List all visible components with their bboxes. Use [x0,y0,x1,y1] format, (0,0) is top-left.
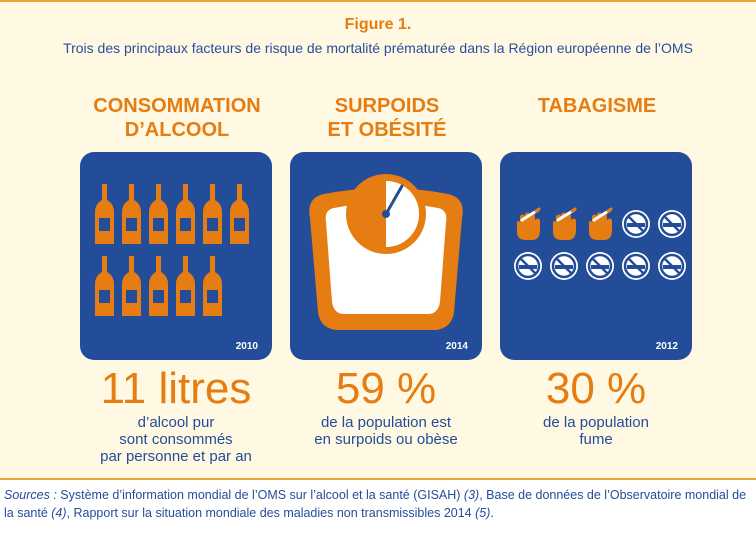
alcohol-bottle-icon [176,256,195,316]
no-smoking-icon [658,252,686,280]
sources-ref-3: (5) [475,506,491,520]
sources-ref-1: (3) [463,488,480,502]
smoking-year: 2012 [655,341,678,352]
smoking-column: TABAGISME [504,94,690,146]
no-smoking-icon [550,252,578,280]
sources-text-4: . [490,506,494,520]
alcohol-column: CONSOMMATION D’ALCOOL [84,94,270,146]
smoking-icon-grid [514,207,686,280]
weighing-scale-icon [309,174,463,330]
alcohol-bottle-icon [149,256,168,316]
alcohol-bottle-icon [95,256,114,316]
alcohol-panel: 2010 [80,152,272,360]
figure-frame: Figure 1. Trois des principaux facteurs … [0,0,756,480]
no-smoking-icon [586,252,614,280]
overweight-year: 2014 [445,341,468,352]
overweight-title: SURPOIDS ET OBÉSITÉ [327,95,447,141]
figure-caption: Trois des principaux facteurs de risque … [63,40,693,56]
alcohol-value: 11 litres [100,364,252,413]
alcohol-title: CONSOMMATION D’ALCOOL [93,95,261,141]
sources-text-3: , Rapport sur la situation mondiale des … [66,506,476,520]
sources-text-2: , Base de données de l’Observatoire mond… [4,488,747,520]
alcohol-year: 2010 [235,341,258,352]
smoking-title: TABAGISME [537,95,657,117]
alcohol-bottle-icon [149,184,168,244]
overweight-description: de la population est en surpoids ou obès… [314,414,458,448]
no-smoking-icon [622,210,650,238]
smoking-hand-icon [517,207,541,240]
alcohol-bottle-icon [230,184,249,244]
sources-note: Sources : Système d’information mondial … [4,486,754,522]
overweight-column: SURPOIDS ET OBÉSITÉ [294,94,480,146]
alcohol-bottle-icon [122,256,141,316]
overweight-panel: 2014 [290,152,482,360]
no-smoking-icon [658,210,686,238]
alcohol-bottle-icon [95,184,114,244]
sources-ref-2: (4) [51,506,67,520]
no-smoking-icon [514,252,542,280]
alcohol-bottle-icon [203,256,222,316]
sources-label: Sources : [4,488,57,502]
no-smoking-icon [622,252,650,280]
smoking-value: 30 % [545,364,647,413]
figure-label: Figure 1. [344,16,412,33]
alcohol-bottle-icon [203,184,222,244]
overweight-value: 59 % [335,364,437,413]
smoking-description: de la population fume [543,414,649,448]
alcohol-bottle-icon-grid [95,184,249,316]
smoking-hand-icon [589,207,613,240]
alcohol-bottle-icon [122,184,141,244]
smoking-panel: 2012 [500,152,692,360]
alcohol-bottle-icon [176,184,195,244]
alcohol-description: d’alcool pur sont consommés par personne… [100,414,252,465]
smoking-hand-icon [553,207,577,240]
sources-text-1: Système d’information mondial de l’OMS s… [56,488,464,502]
